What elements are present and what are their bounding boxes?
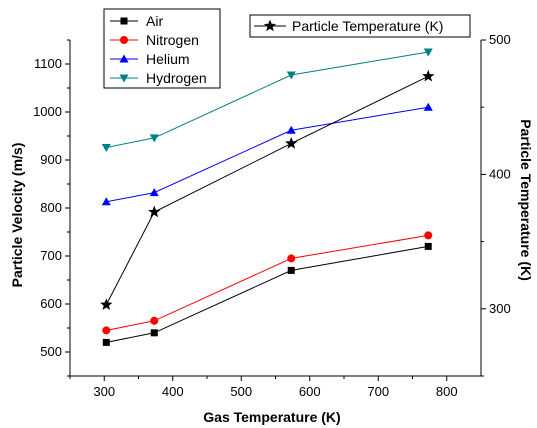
legend-right-box — [249, 14, 471, 38]
y-right-axis-title: Particle Temperature (K) — [518, 119, 534, 281]
legend-left: Air Nitrogen Helium Hydrogen — [103, 8, 221, 89]
y-left-tick-label-1100: 1100 — [34, 56, 62, 71]
series-line-helium — [106, 106, 429, 203]
data-point-nitrogen-573 — [287, 254, 296, 263]
data-point-hydrogen-573 — [286, 71, 296, 80]
data-point-hydrogen-303 — [101, 144, 111, 153]
data-point-helium-773 — [423, 102, 433, 111]
y-right-tick-label-300: 300 — [489, 301, 511, 316]
x-tick-label-500: 500 — [230, 384, 252, 399]
y-left-tick-label-900: 900 — [40, 152, 62, 167]
data-point-particle-temperature-k-573 — [285, 136, 298, 149]
series-markers-layer — [100, 48, 435, 346]
legend-marker-nitrogen — [120, 36, 128, 44]
series-line-nitrogen — [106, 234, 429, 331]
y-left-axis-title: Particle Velocity (m/s) — [9, 143, 25, 288]
x-tick-label-400: 400 — [162, 384, 184, 399]
y-left-tick-label-1000: 1000 — [33, 104, 62, 119]
data-point-particle-temperature-k-773 — [422, 69, 435, 82]
series-line-air — [106, 245, 429, 343]
y-left-tick-label-500: 500 — [40, 344, 62, 359]
axes-layer: 300 400 500 600 700 800 500 600 700 800 900 1000 110… — [33, 32, 511, 399]
series-line-particle-temperature-k — [105, 75, 429, 305]
x-tick-label-800: 800 — [436, 384, 458, 399]
legend-right: Particle Temperature (K) — [249, 14, 471, 38]
data-point-hydrogen-773 — [423, 48, 433, 57]
data-point-helium-573 — [286, 125, 296, 134]
x-tick-label-600: 600 — [299, 384, 321, 399]
legend-marker-hydrogen — [119, 74, 129, 83]
data-point-nitrogen-773 — [424, 231, 433, 240]
legend-marker-air — [120, 17, 128, 25]
data-point-air-773 — [424, 242, 432, 250]
legend-label-helium: Helium — [146, 51, 190, 67]
y-right-tick-label-500: 500 — [489, 32, 511, 47]
legend-marker-particle-temperature — [263, 19, 277, 32]
legend-label-hydrogen: Hydrogen — [146, 70, 207, 86]
y-left-tick-label-700: 700 — [40, 248, 62, 263]
x-tick-label-300: 300 — [93, 384, 115, 399]
legend-marker-helium — [119, 54, 129, 63]
data-point-nitrogen-303 — [102, 326, 111, 335]
series-line-hydrogen — [106, 51, 429, 149]
data-point-nitrogen-373 — [150, 316, 159, 325]
y-left-tick-label-800: 800 — [40, 200, 62, 215]
y-right-tick-label-400: 400 — [489, 166, 511, 181]
legend-label-particle-temperature: Particle Temperature (K) — [292, 18, 443, 34]
series-lines-layer — [105, 51, 429, 343]
data-point-particle-temperature-k-303 — [100, 298, 113, 311]
data-point-air-303 — [102, 338, 110, 346]
data-point-air-373 — [150, 329, 158, 337]
data-point-particle-temperature-k-373 — [148, 205, 161, 218]
legend-label-nitrogen: Nitrogen — [146, 32, 199, 48]
data-point-hydrogen-373 — [149, 134, 159, 143]
data-point-helium-373 — [149, 188, 159, 197]
x-axis-title: Gas Temperature (K) — [203, 409, 340, 425]
data-point-helium-303 — [101, 197, 111, 206]
y-left-tick-label-600: 600 — [40, 296, 62, 311]
legend-label-air: Air — [146, 13, 163, 29]
x-tick-label-700: 700 — [367, 384, 389, 399]
data-point-air-573 — [287, 266, 295, 274]
